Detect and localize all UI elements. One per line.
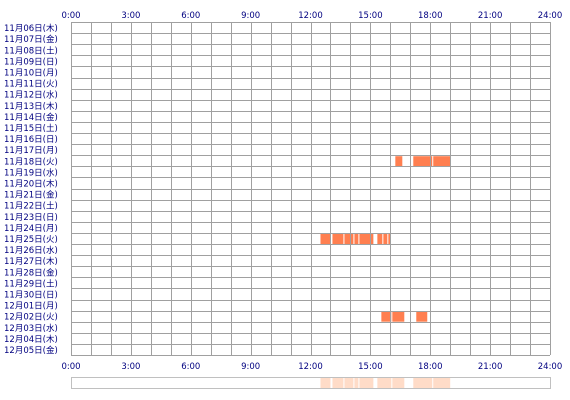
hour-tick-label: 18:00 (418, 11, 443, 21)
hour-tick-label: 12:00 (298, 11, 323, 21)
date-row-label: 11月16日(日) (4, 135, 58, 145)
hour-tick-label: 24:00 (538, 11, 563, 21)
activity-bar (359, 233, 374, 244)
date-row-label: 11月19日(水) (4, 167, 58, 178)
hour-tick-label: 24:00 (538, 362, 563, 372)
activity-bar (354, 233, 359, 244)
date-row-label: 12月04日(木) (4, 334, 58, 345)
activity-bar (433, 156, 451, 167)
hour-tick-label: 6:00 (181, 11, 200, 21)
hour-tick-label: 0:00 (61, 11, 80, 21)
date-row-label: 12月01日(月) (4, 302, 58, 312)
date-row-label: 11月30日(日) (4, 291, 58, 301)
hour-tick-label: 9:00 (241, 362, 260, 372)
hour-tick-label: 21:00 (478, 11, 503, 21)
date-row-label: 11月15日(土) (4, 123, 58, 134)
date-row-label: 12月05日(金) (4, 345, 58, 356)
date-row-label: 11月28日(金) (4, 267, 58, 278)
date-row-label: 11月27日(木) (4, 256, 58, 267)
summary-frame (71, 377, 551, 389)
activity-bar (344, 233, 354, 244)
date-row-label: 11月23日(日) (4, 213, 58, 223)
bottom-hour-axis: 0:00 3:00 6:00 9:00 12:00 15:00 18:00 21:00 24:0… (61, 362, 562, 372)
date-row-label: 11月26日(水) (4, 245, 58, 256)
date-row-label: 11月18日(火) (4, 157, 58, 167)
summary-activity-mark (381, 378, 392, 388)
date-row-label: 11月14日(金) (4, 112, 58, 123)
summary-activity-mark (332, 378, 344, 388)
hour-tick-label: 3:00 (121, 362, 140, 372)
hour-tick-label: 9:00 (241, 11, 260, 21)
hour-tick-label: 0:00 (61, 362, 80, 372)
date-row-label: 12月02日(火) (4, 313, 58, 323)
summary-activity-mark (377, 378, 383, 388)
activity-bar (320, 233, 331, 244)
activity-bar (381, 311, 392, 322)
hour-tick-label: 3:00 (121, 11, 140, 21)
date-row-label: 11月09日(日) (4, 57, 58, 67)
summary-activity-mark (392, 378, 405, 388)
activity-bars (320, 156, 451, 322)
summary-activity-mark (359, 378, 374, 388)
date-row-label: 11月22日(土) (4, 201, 58, 212)
date-row-label: 11月25日(火) (4, 235, 58, 245)
activity-bar (413, 156, 433, 167)
date-row-label: 11月08日(土) (4, 45, 58, 56)
date-row-label: 11月24日(月) (4, 224, 58, 234)
hour-tick-label: 12:00 (298, 362, 323, 372)
hour-tick-label: 18:00 (418, 362, 443, 372)
date-row-label: 11月12日(水) (4, 90, 58, 101)
activity-bar (392, 311, 405, 322)
hour-tick-label: 21:00 (478, 362, 503, 372)
activity-bar (332, 233, 344, 244)
hour-tick-label: 15:00 (358, 11, 383, 21)
plot-background (71, 22, 550, 355)
summary-activity-mark (433, 378, 451, 388)
activity-bar (395, 156, 403, 167)
activity-bar (383, 233, 388, 244)
summary-activity-mark (416, 378, 428, 388)
date-row-label: 11月20日(木) (4, 179, 58, 190)
date-row-label: 11月29日(土) (4, 278, 58, 289)
activity-bar (377, 233, 383, 244)
date-row-label: 11月13日(木) (4, 101, 58, 112)
summary-activity-mark (320, 378, 331, 388)
activity-bar (416, 311, 428, 322)
date-row-label: 11月07日(金) (4, 34, 58, 45)
date-row-label: 11月10日(月) (4, 69, 58, 79)
date-row-label: 11月21日(金) (4, 190, 58, 201)
date-row-label: 11月17日(月) (4, 146, 58, 156)
date-row-label: 11月11日(火) (4, 80, 58, 90)
plot-area (71, 22, 550, 355)
activity-summary-strip (71, 377, 551, 389)
hour-tick-label: 15:00 (358, 362, 383, 372)
top-hour-axis: 0:00 3:00 6:00 9:00 12:00 15:00 18:00 21:00 24:0… (61, 11, 562, 21)
summary-activity-mark (344, 378, 354, 388)
activity-bar (388, 233, 391, 244)
date-row-label: 12月03日(水) (4, 323, 58, 334)
grid-lines (71, 22, 551, 356)
date-labels: 11月06日(木)11月07日(金)11月08日(土)11月09日(日) 11月1… (4, 23, 58, 356)
summary-activity-mark (354, 378, 359, 388)
date-row-label: 11月06日(木) (4, 23, 58, 34)
hour-tick-label: 6:00 (181, 362, 200, 372)
